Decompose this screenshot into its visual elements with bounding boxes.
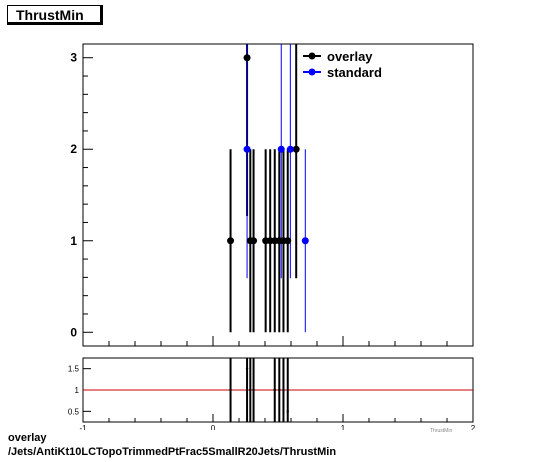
ratio-point [282,388,285,392]
plot-title-box: ThrustMin [7,5,103,25]
x-axis-label: ThrustMin [430,428,453,434]
ratio-y-tick-label: 1.5 [68,365,80,374]
x-tick-label: 2 [471,424,476,430]
data-point-overlay [243,54,251,62]
ratio-point [278,388,281,392]
legend-marker [308,68,316,76]
footer-label: overlay [8,432,47,444]
x-tick-label: -1 [79,424,87,430]
ratio-y-tick-label: 1 [75,386,80,395]
data-point-standard [301,237,309,245]
legend-marker [308,52,316,60]
ratio-point [286,410,289,413]
y-tick-label: 2 [70,142,77,156]
legend-label: standard [327,65,382,80]
ratio-point [252,388,255,392]
ratio-y-tick-label: 0.5 [68,407,80,416]
data-point-standard [277,145,285,153]
ratio-point [273,388,276,392]
legend-label: overlay [327,49,373,64]
y-tick-label: 1 [70,234,77,248]
y-tick-label: 0 [70,325,77,339]
ratio-point [249,388,252,392]
data-point-overlay [284,237,292,245]
plot-title: ThrustMin [16,7,84,23]
data-point-standard [286,145,294,153]
data-point-standard [243,145,251,153]
x-tick-label: 0 [211,424,216,430]
y-tick-label: 3 [70,51,77,65]
ratio-point [229,388,232,392]
main-plot-frame [82,43,474,347]
data-point-overlay [292,145,300,153]
data-point-overlay [227,237,235,245]
footer-path: /Jets/AntiKt10LCTopoTrimmedPtFrac5SmallR… [8,446,337,458]
ratio-point [245,367,249,370]
data-point-overlay [250,237,258,245]
x-tick-label: 1 [341,424,346,430]
